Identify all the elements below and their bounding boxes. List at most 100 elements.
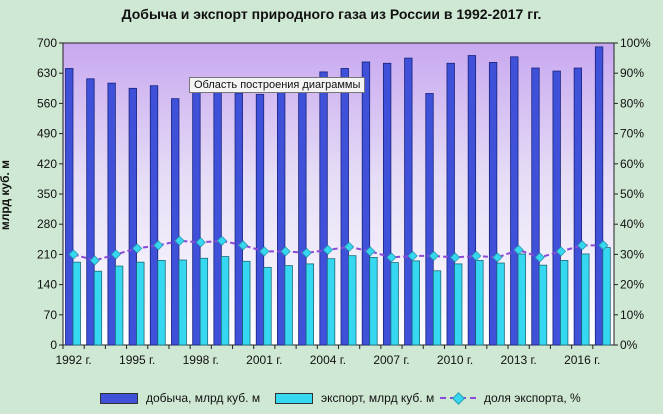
- y2-tick-label: 10%: [620, 308, 644, 322]
- bar-export[interactable]: [369, 257, 378, 346]
- bar-export[interactable]: [220, 256, 230, 346]
- bar-export[interactable]: [432, 270, 442, 346]
- bar-export[interactable]: [390, 262, 399, 346]
- bar-production[interactable]: [382, 62, 392, 346]
- y-tick-label: 420: [37, 157, 57, 171]
- point-export-share[interactable]: [238, 240, 249, 251]
- point-export-share[interactable]: [449, 252, 461, 263]
- point-export-share[interactable]: [471, 250, 482, 261]
- bar-production[interactable]: [86, 78, 95, 346]
- bar-production[interactable]: [425, 93, 434, 346]
- legend-swatch-export: [275, 392, 313, 404]
- bar-export[interactable]: [411, 260, 420, 346]
- point-export-share[interactable]: [132, 243, 143, 254]
- point-export-share[interactable]: [555, 246, 567, 257]
- y2-tick-label: 90%: [620, 66, 644, 80]
- bar-export[interactable]: [284, 265, 293, 346]
- bar-production[interactable]: [255, 93, 265, 346]
- bar-production[interactable]: [552, 70, 561, 346]
- bar-production[interactable]: [531, 67, 540, 346]
- bar-export[interactable]: [263, 266, 272, 346]
- bar-production[interactable]: [149, 85, 159, 346]
- bar-production[interactable]: [192, 89, 201, 346]
- point-export-share[interactable]: [322, 244, 333, 255]
- bar-export[interactable]: [178, 259, 187, 346]
- y2-tick-label: 100%: [620, 36, 651, 50]
- bar-export[interactable]: [72, 261, 81, 346]
- bar-export[interactable]: [496, 262, 505, 346]
- bar-export[interactable]: [581, 253, 590, 346]
- bar-production[interactable]: [488, 62, 498, 346]
- bar-production[interactable]: [573, 67, 583, 346]
- bar-export[interactable]: [242, 260, 251, 346]
- bar-export[interactable]: [454, 263, 463, 346]
- point-export-share[interactable]: [89, 255, 100, 266]
- point-export-share[interactable]: [68, 249, 79, 260]
- point-export-share[interactable]: [428, 250, 439, 261]
- legend-label-export: экспорт, млрд куб. м: [321, 391, 435, 405]
- y2-tick-label: 50%: [620, 187, 644, 201]
- bar-export[interactable]: [114, 265, 124, 346]
- legend-swatch-production: [100, 392, 138, 404]
- y-tick-label: 140: [37, 278, 57, 292]
- point-export-share[interactable]: [280, 246, 291, 257]
- point-export-share[interactable]: [153, 240, 164, 251]
- point-export-share[interactable]: [598, 240, 609, 251]
- bar-production[interactable]: [446, 62, 455, 346]
- bar-export[interactable]: [136, 261, 145, 346]
- bar-production[interactable]: [340, 68, 349, 346]
- bar-production[interactable]: [171, 98, 180, 346]
- bar-production[interactable]: [234, 92, 243, 346]
- y2-tick-label: 60%: [620, 157, 644, 171]
- point-export-share[interactable]: [492, 252, 503, 263]
- bar-production[interactable]: [298, 77, 307, 346]
- bar-export[interactable]: [475, 260, 484, 346]
- point-export-share[interactable]: [195, 237, 206, 248]
- chart-legend[interactable]: добыча, млрд куб. м экспорт, млрд куб. м…: [0, 391, 663, 409]
- point-export-share[interactable]: [513, 244, 524, 255]
- point-export-share[interactable]: [259, 246, 270, 257]
- bar-production[interactable]: [467, 55, 477, 346]
- point-export-share[interactable]: [301, 247, 312, 258]
- y-tick-label: 630: [37, 66, 57, 80]
- bar-export[interactable]: [602, 247, 611, 346]
- point-export-share[interactable]: [174, 235, 185, 246]
- bar-export[interactable]: [199, 257, 209, 346]
- x-tick-label: 1998 г.: [183, 353, 219, 367]
- bar-production[interactable]: [107, 82, 116, 346]
- legend-swatch-export-share: [440, 392, 476, 404]
- x-tick-label: 2004 г.: [310, 353, 346, 367]
- y2-tick-label: 20%: [620, 278, 644, 292]
- bar-production[interactable]: [277, 87, 286, 346]
- bar-export[interactable]: [538, 264, 548, 346]
- bar-production[interactable]: [213, 89, 222, 346]
- bar-production[interactable]: [594, 46, 604, 346]
- x-tick-label: 2016 г.: [564, 353, 600, 367]
- bar-production[interactable]: [128, 87, 137, 346]
- point-export-share[interactable]: [344, 241, 355, 252]
- point-export-share[interactable]: [577, 240, 588, 251]
- legend-item-export-share[interactable]: доля экспорта, %: [440, 391, 581, 405]
- point-export-share[interactable]: [407, 250, 418, 261]
- bar-production[interactable]: [510, 56, 519, 346]
- bar-export[interactable]: [517, 253, 526, 346]
- bar-export[interactable]: [93, 270, 103, 346]
- point-export-share[interactable]: [386, 252, 397, 263]
- point-export-share[interactable]: [534, 252, 545, 263]
- point-export-share[interactable]: [110, 249, 122, 260]
- y2-tick-label: 40%: [620, 217, 644, 231]
- legend-item-production[interactable]: добыча, млрд куб. м: [100, 391, 260, 405]
- point-export-share[interactable]: [216, 235, 228, 246]
- bar-export[interactable]: [348, 255, 357, 346]
- point-export-share[interactable]: [365, 246, 376, 257]
- bar-export[interactable]: [305, 263, 315, 346]
- bar-export[interactable]: [560, 260, 569, 346]
- legend-item-export[interactable]: экспорт, млрд куб. м: [275, 391, 434, 405]
- bar-production[interactable]: [319, 71, 328, 346]
- bar-production[interactable]: [404, 57, 413, 346]
- bar-production[interactable]: [65, 68, 74, 346]
- bar-export[interactable]: [326, 258, 336, 346]
- bar-export[interactable]: [157, 260, 166, 346]
- bar-production[interactable]: [361, 61, 371, 346]
